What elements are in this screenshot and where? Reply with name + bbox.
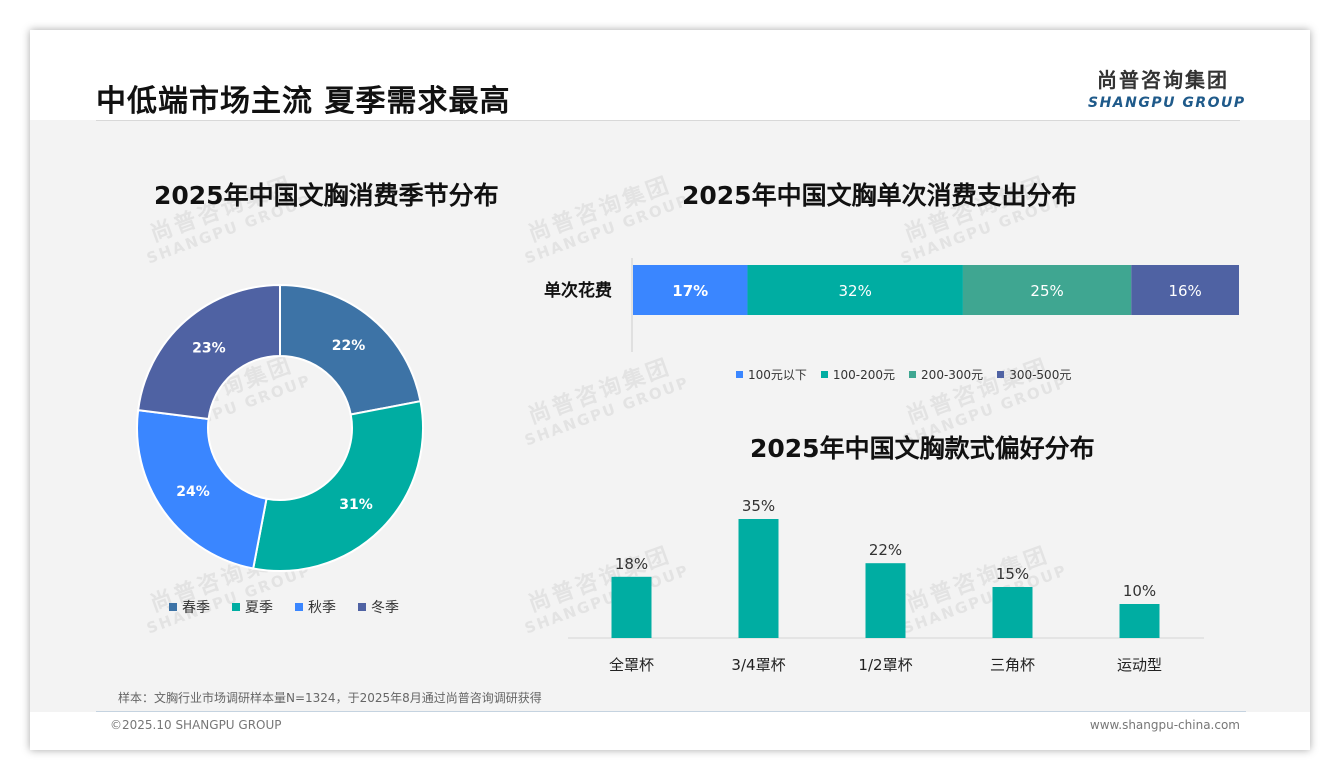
style-bar-chart: 18% 全罩杯 35% 3/4罩杯 22% 1/2罩杯 15% 三角杯 10% 运动型 (568, 497, 1204, 674)
style-value-label-3: 15% (996, 565, 1029, 583)
donut-slice-1 (252, 400, 424, 572)
spend-chart-title: 2025年中国文胸单次消费支出分布 (682, 181, 1077, 210)
stack-label-2: 25% (1030, 282, 1063, 300)
donut-slice-0 (279, 283, 422, 416)
stack-segment-0 (633, 265, 748, 315)
logo-en: SHANGPU GROUP (1088, 95, 1246, 111)
season-chart-title: 2025年中国文胸消费季节分布 (154, 181, 499, 210)
stack-label-1: 32% (839, 282, 872, 300)
legend-item-summer: 夏季 (232, 597, 273, 617)
donut-label-0: 22% (332, 338, 366, 354)
donut-slice-2 (136, 408, 268, 570)
spend-legend: 100元以下 100-200元 200-300元 300-500元 (736, 366, 1071, 383)
footer-band (30, 712, 1310, 750)
watermark: 尚普咨询集团 SHANGPU GROUP (522, 172, 692, 268)
style-chart-title: 2025年中国文胸款式偏好分布 (750, 434, 1095, 463)
style-category-label-0: 全罩杯 (609, 656, 654, 674)
stack-segment-3 (1131, 265, 1239, 315)
donut-slice-3 (137, 283, 281, 421)
style-category-label-4: 运动型 (1117, 656, 1162, 674)
website-link: www.shangpu-china.com (1089, 718, 1240, 732)
style-category-label-3: 三角杯 (990, 656, 1035, 674)
legend-item-200-300: 200-300元 (909, 366, 983, 383)
stack-segment-1 (747, 265, 963, 315)
donut-label-3: 23% (192, 340, 226, 356)
page-title: 中低端市场主流 夏季需求最高 (96, 84, 511, 119)
legend-item-under-100: 100元以下 (736, 366, 807, 383)
legend-item-spring: 春季 (169, 597, 210, 617)
donut-label-1: 31% (339, 497, 373, 513)
legend-item-winter: 冬季 (358, 597, 399, 617)
watermark: 尚普咨询集团 SHANGPU GROUP (522, 354, 692, 450)
style-value-label-2: 22% (869, 541, 902, 559)
style-bar-3 (992, 587, 1033, 638)
stack-label-3: 16% (1168, 282, 1201, 300)
style-bar-4 (1119, 604, 1160, 638)
legend-item-100-200: 100-200元 (820, 366, 895, 383)
slide: 中低端市场主流 夏季需求最高 尚普咨询集团 SHANGPU GROUP 尚普咨询… (30, 30, 1310, 750)
season-legend: 春季 夏季 秋季 冬季 (169, 597, 399, 617)
title-divider (96, 120, 1240, 121)
style-value-label-0: 18% (615, 555, 648, 573)
legend-swatch (169, 603, 177, 611)
sample-note: 样本：文胸行业市场调研样本量N=1324，于2025年8月通过尚普咨询调研获得 (118, 691, 542, 705)
style-category-label-2: 1/2罩杯 (858, 656, 912, 674)
legend-swatch (820, 371, 828, 378)
season-donut-chart: 22% 31% 24% 23% (136, 283, 424, 572)
legend-item-300-500: 300-500元 (997, 366, 1071, 383)
copyright: ©2025.10 SHANGPU GROUP (110, 718, 282, 732)
stack-segment-2 (962, 265, 1132, 315)
donut-label-2: 24% (176, 484, 210, 500)
style-value-label-1: 35% (742, 497, 775, 515)
logo-cn: 尚普咨询集团 (1097, 68, 1229, 92)
legend-swatch (232, 603, 240, 611)
style-bar-0 (611, 576, 652, 638)
legend-swatch (736, 371, 743, 378)
style-bar-2 (865, 563, 906, 638)
spend-stacked-bar-chart: 单次花费 17% 32% 25% 16% (544, 258, 1239, 352)
style-bar-1 (738, 519, 779, 638)
header-band (30, 30, 1310, 120)
legend-swatch (909, 371, 917, 378)
company-logo: 尚普咨询集团 SHANGPU GROUP (1088, 64, 1246, 111)
legend-swatch (358, 603, 366, 611)
legend-swatch (997, 371, 1005, 378)
stack-label-0: 17% (672, 282, 708, 300)
footer-divider (96, 711, 1246, 712)
style-category-label-1: 3/4罩杯 (731, 656, 785, 674)
stack-category-label: 单次花费 (544, 280, 612, 301)
legend-swatch (295, 603, 303, 611)
legend-item-autumn: 秋季 (295, 597, 336, 617)
style-value-label-4: 10% (1123, 582, 1156, 600)
